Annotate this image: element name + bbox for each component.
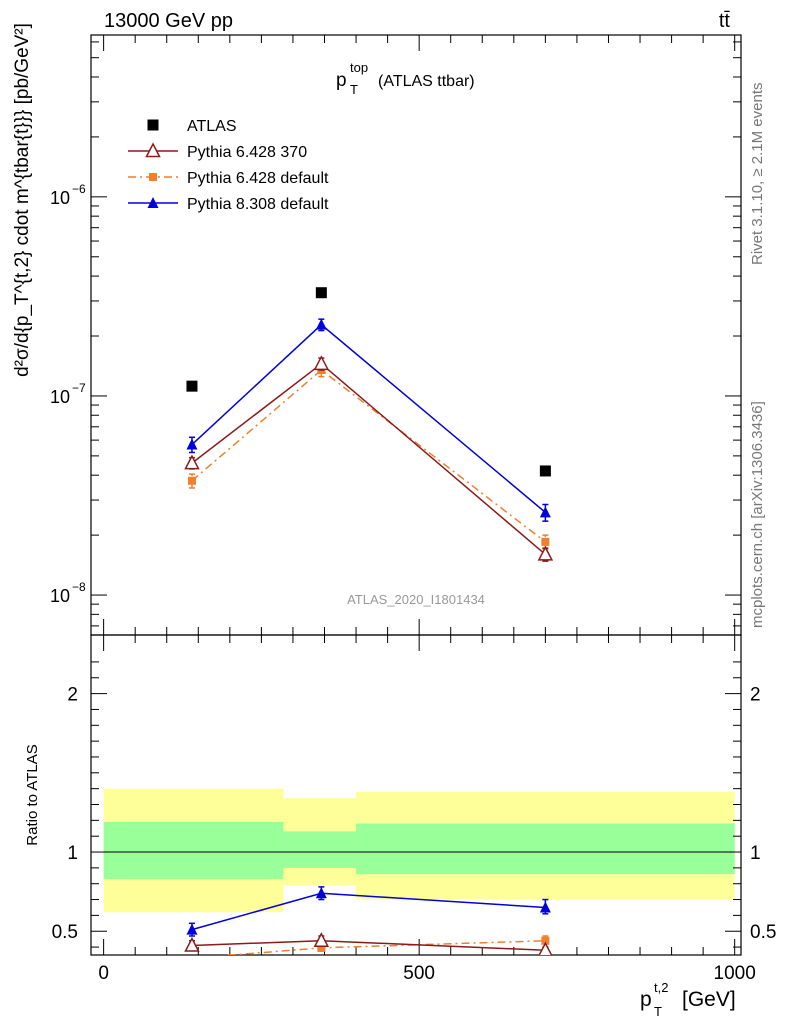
main-panel-series [184,287,554,562]
main-line-py6_default [191,369,546,543]
plot-title-suffix: (ATLAS ttbar) [378,73,475,90]
ratio-series-py8_default [186,886,551,937]
main-point-py8_default [315,318,327,330]
ratio-point-py6_default [317,943,326,952]
legend-label-py6_default: Pythia 6.428 default [187,170,329,187]
legend-marker-py8_default [147,197,159,208]
main-series-py8_default [186,318,551,522]
legend: ATLAS Pythia 6.428 370 Pythia 6.428 defaul… [128,118,329,213]
ratio-point-py8_default [315,887,327,899]
band-green-1 [283,831,357,868]
main-point-py8_default [186,438,198,450]
ratio-point-py8_default [539,901,551,913]
main-y-tick-label-exp-2: −6 [72,182,86,196]
rivet-info-label: Rivet 3.1.10, ≥ 2.1M events [749,83,766,266]
ratio-y-tick-label-0: 0.5 [52,922,78,943]
analysis-id-label: ATLAS_2020_I1801434 [347,592,485,607]
x-tick-label-2: 1000 [714,963,756,984]
ratio-point-py6_370 [313,932,330,947]
x-axis-label: p t,2 T [GeV] [640,980,736,1019]
ratio-point-py6_default [541,936,550,945]
ratio-series-py6_default [222,935,550,955]
ratio-series-py6_370 [184,932,553,955]
legend-marker-py6_default [149,173,157,181]
ratio-y-tick-label-1: 1 [67,843,78,864]
legend-marker-atlas [147,119,159,131]
mcplots-label: mcplots.cern.ch [arXiv:1306.3436] [749,401,766,628]
ratio-uncertainty-bands [103,788,735,913]
main-point-py8_default [539,506,551,518]
x-axis-label-sup: t,2 [654,980,668,995]
main-y-axis-label: d²σ/d{p_T^{t,2} cdot m^{tbar{t}}} [pb/Ge… [12,23,33,377]
plot-title-sub: T [350,82,358,97]
main-point-py6_default [187,476,196,485]
main-y-tick-label-exp-1: −7 [72,381,86,395]
ratio-panel-axes: 0.5 0.5 1 1 2 2 0 500 1000 [52,634,776,984]
process-label: tt̄ [719,10,731,32]
main-point-py6_370 [313,355,330,371]
x-axis-label-sub: T [654,1004,662,1019]
ratio-y-tick-label-2: 2 [67,685,78,706]
main-series-py6_370 [184,355,554,562]
energy-label: 13000 GeV pp [104,10,233,32]
ratio-point-py8_default [186,923,198,935]
main-y-tick-label-base-0: 10 [50,586,70,606]
legend-label-atlas: ATLAS [187,118,237,135]
ratio-y-tick-label-right-2: 2 [750,685,761,706]
ratio-y-axis-label: Ratio to ATLAS [24,744,41,845]
main-y-tick-label-exp-0: −8 [72,580,86,594]
main-y-tick-label-base-1: 10 [50,387,70,407]
ratio-y-tick-label-right-0: 0.5 [750,922,776,943]
main-point-atlas [539,465,551,477]
x-tick-label-0: 0 [98,963,109,984]
main-series-py6_default [187,363,550,550]
main-line-py6_370 [191,362,546,555]
ratio-frame [90,634,742,956]
plot-title-sup: top [350,60,368,75]
plot-title: p top T (ATLAS ttbar) [336,60,475,97]
ratio-point-py6_370 [184,936,200,952]
x-axis-label-unit: [GeV] [682,988,736,1011]
main-point-py6_default [541,537,550,546]
main-line-py8_default [191,323,546,514]
ratio-y-tick-label-right-1: 1 [750,843,761,864]
band-green-0 [103,821,284,879]
main-point-atlas [315,287,327,299]
main-series-atlas [186,287,551,477]
legend-label-py8_default: Pythia 8.308 default [187,196,329,213]
band-green-2 [356,823,735,875]
legend-label-py6_370: Pythia 6.428 370 [187,144,307,161]
main-point-py6_370 [184,454,200,470]
ratio-panel-series [184,886,553,955]
legend-marker-py6_370 [145,142,161,158]
x-axis-label-main: p [640,988,652,1011]
main-y-tick-label-base-2: 10 [50,188,70,208]
main-point-atlas [186,380,198,392]
ratio-point-py6_370 [538,941,553,955]
main-point-py6_370 [537,545,554,561]
x-tick-label-1: 500 [403,963,435,984]
plot-title-main: p [336,70,347,91]
